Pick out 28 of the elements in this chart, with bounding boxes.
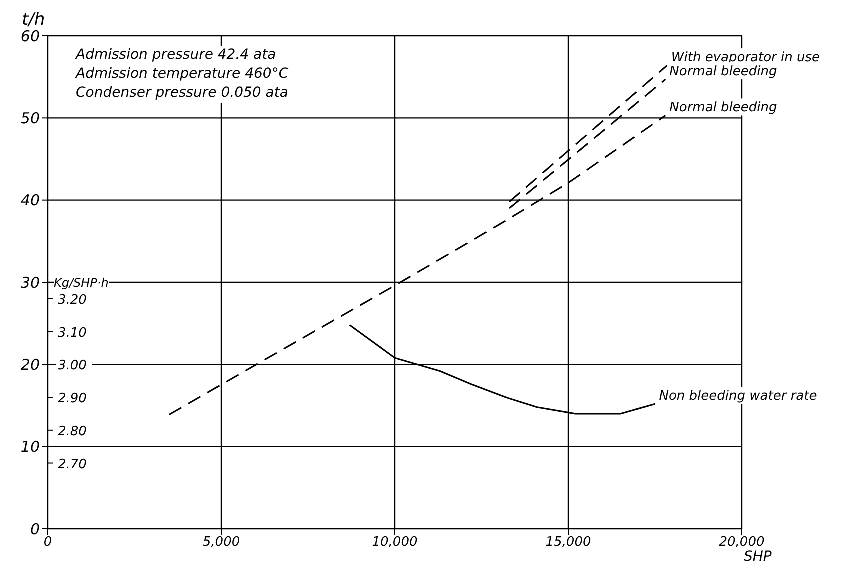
y-tick-label: 50 xyxy=(20,109,40,128)
y-tick-label: 20 xyxy=(20,356,40,374)
annotation: Condenser pressure 0.050 ata xyxy=(76,84,289,103)
x-tick-label: 20,000 xyxy=(719,535,765,550)
series-label: Normal bleeding xyxy=(670,100,778,116)
annotation: Admission temperature 460°C xyxy=(76,65,289,84)
x-tick-label: 0 xyxy=(44,535,52,550)
y-tick-label: 0 xyxy=(30,520,40,538)
series-label: Normal bleeding xyxy=(670,64,778,80)
y2-tick-label: 3.00 xyxy=(58,358,87,374)
y2-tick-label: 3.20 xyxy=(58,292,87,308)
y-axis-title: t/h xyxy=(22,10,46,30)
y-tick-label: 60 xyxy=(20,27,40,46)
y2-tick-label: 3.10 xyxy=(58,326,87,341)
y-tick-label: 30 xyxy=(20,274,40,292)
series-label: With evaporator in use xyxy=(671,50,820,66)
x-axis-title: SHP xyxy=(744,548,772,565)
y-tick-label: 10 xyxy=(20,438,40,456)
x-tick-label: 5,000 xyxy=(202,535,240,550)
y2-tick-label: 2.70 xyxy=(58,457,87,472)
series-label: Non bleeding water rate xyxy=(659,389,818,404)
x-tick-label: 15,000 xyxy=(546,535,592,550)
y2-tick-label: 2.90 xyxy=(58,392,87,407)
y-tick-label: 40 xyxy=(20,192,40,210)
y2-axis-title: Kg/SHP·h xyxy=(54,276,109,290)
y2-tick-label: 2.80 xyxy=(58,424,87,440)
annotation: Admission pressure 42.4 ata xyxy=(76,46,278,65)
x-tick-label: 10,000 xyxy=(372,535,418,550)
